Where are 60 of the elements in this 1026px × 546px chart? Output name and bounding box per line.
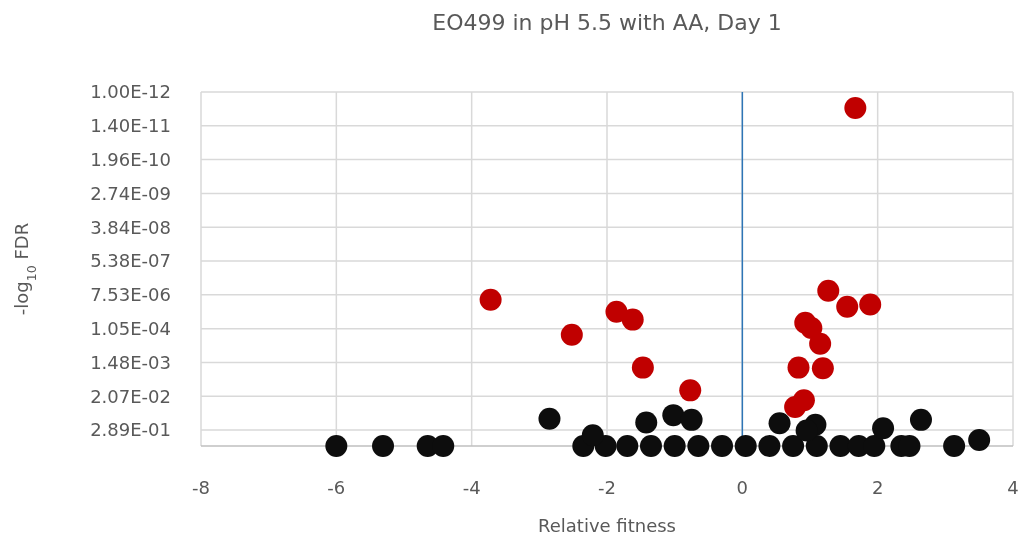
x-tick-label: 4 <box>1007 477 1019 498</box>
point <box>795 419 818 442</box>
y-tick-label: 1.40E-11 <box>90 115 171 137</box>
point <box>711 435 734 457</box>
point <box>560 323 583 346</box>
x-tick-label: -2 <box>598 477 616 498</box>
point <box>811 357 834 380</box>
point <box>432 435 455 457</box>
y-tick-label: 1.96E-10 <box>90 148 171 170</box>
y-tick-label: 1.00E-12 <box>90 81 171 103</box>
point <box>372 435 395 457</box>
x-tick-label: -4 <box>462 477 481 498</box>
y-tick-label: 1.05E-04 <box>90 317 171 339</box>
y-tick-label: 2.07E-02 <box>90 385 171 407</box>
point <box>479 288 502 311</box>
point <box>872 417 895 440</box>
point <box>538 407 561 430</box>
point <box>679 379 702 402</box>
y-tick-label: 7.53E-06 <box>90 284 171 306</box>
point <box>581 424 604 447</box>
point <box>943 435 966 457</box>
point <box>631 356 654 379</box>
chart-title: EO499 in pH 5.5 with AA, Day 1 <box>432 10 782 35</box>
point <box>616 435 639 457</box>
point <box>687 435 710 457</box>
point <box>968 429 991 452</box>
point <box>817 279 840 302</box>
x-axis-title: Relative fitness <box>538 515 676 536</box>
point <box>621 308 644 331</box>
point <box>784 396 807 419</box>
point <box>805 435 828 457</box>
y-tick-label: 3.84E-08 <box>90 216 171 238</box>
point <box>768 412 791 435</box>
point <box>639 435 662 457</box>
point <box>836 295 859 318</box>
point <box>605 300 628 323</box>
point <box>635 411 658 434</box>
point <box>859 293 882 316</box>
point <box>787 356 810 379</box>
x-tick-label: 0 <box>736 477 749 498</box>
y-tick-label: 2.74E-09 <box>90 182 171 204</box>
point <box>662 404 685 427</box>
x-tick-label: 2 <box>871 477 884 498</box>
point <box>800 317 823 339</box>
point <box>844 97 867 120</box>
point <box>325 435 348 457</box>
point <box>863 435 886 457</box>
x-tick-label: -6 <box>327 477 346 498</box>
point <box>809 332 832 355</box>
point <box>734 435 757 457</box>
x-tick-label: -8 <box>192 477 210 498</box>
point <box>680 408 703 431</box>
y-tick-label: 1.48E-03 <box>90 351 171 373</box>
y-tick-label: 5.38E-07 <box>90 250 171 272</box>
point <box>782 435 805 457</box>
point <box>829 435 852 457</box>
point <box>909 408 932 431</box>
point <box>758 435 781 457</box>
y-tick-label: 2.89E-01 <box>90 419 171 441</box>
point <box>663 435 686 457</box>
